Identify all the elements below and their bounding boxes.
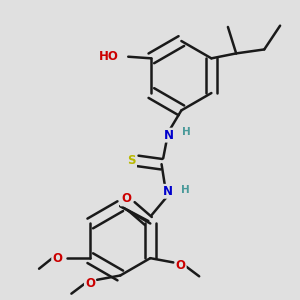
- Text: H: H: [182, 184, 190, 195]
- Text: HO: HO: [98, 50, 118, 63]
- Text: N: N: [163, 185, 173, 198]
- Text: O: O: [121, 192, 131, 206]
- Text: N: N: [164, 129, 174, 142]
- Text: S: S: [128, 154, 136, 167]
- Text: O: O: [52, 252, 62, 265]
- Text: H: H: [182, 128, 191, 137]
- Text: O: O: [85, 277, 95, 290]
- Text: O: O: [176, 259, 186, 272]
